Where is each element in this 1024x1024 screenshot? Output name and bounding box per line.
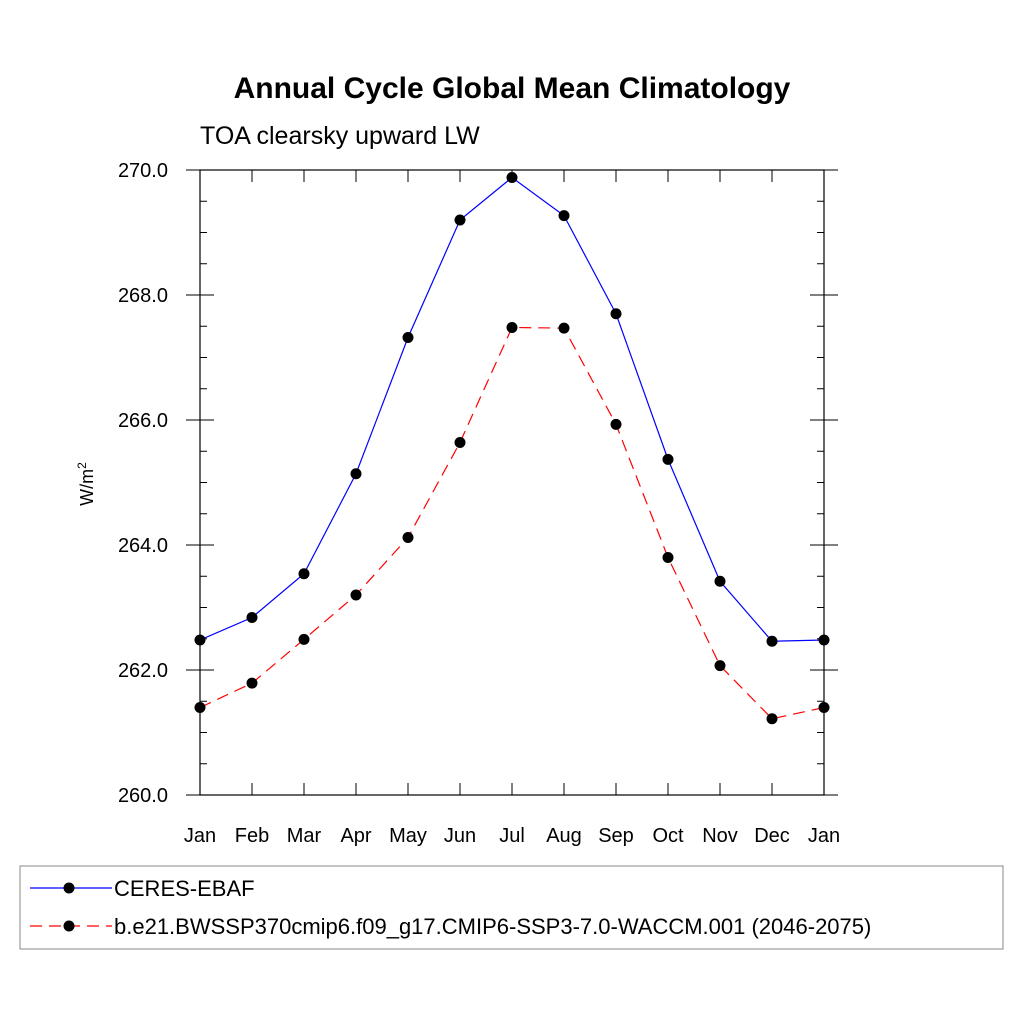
data-point <box>714 660 726 672</box>
x-tick-label: May <box>389 825 427 847</box>
y-tick-label: 260.0 <box>118 785 168 807</box>
x-tick-label: Feb <box>235 825 269 847</box>
axes-layer: Jan Feb Mar Apr May Jun Jul Aug Sep Oct Nov Dec Jan 2… <box>118 160 840 847</box>
y-tick-label: 264.0 <box>118 535 168 557</box>
series-layer <box>194 172 830 725</box>
chart-title: Annual Cycle Global Mean Climatology <box>234 72 791 105</box>
data-point <box>298 633 310 645</box>
data-point <box>662 552 674 563</box>
legend-box <box>19 865 1004 950</box>
legend-marker <box>63 920 75 932</box>
series-line <box>199 326 825 720</box>
data-point <box>402 532 414 543</box>
data-point <box>506 172 518 183</box>
x-tick-label: Oct <box>652 825 684 847</box>
y-tick-label: 268.0 <box>118 285 168 307</box>
data-point <box>766 635 778 647</box>
data-point <box>298 568 310 580</box>
data-point <box>454 437 466 448</box>
y-tick-label: 266.0 <box>118 410 168 432</box>
x-tick-label: Jun <box>444 825 476 847</box>
x-tick-label: Jan <box>184 825 216 847</box>
data-point <box>714 575 726 587</box>
series-line <box>199 176 825 642</box>
x-tick-label: Mar <box>287 825 322 847</box>
data-point <box>610 418 622 430</box>
data-point <box>402 332 414 343</box>
x-tick-label: Dec <box>754 825 790 847</box>
x-tick-label: Jul <box>499 825 525 847</box>
y-tick-label: 262.0 <box>118 660 168 682</box>
x-tick-label: Nov <box>702 825 738 847</box>
data-point <box>194 634 206 646</box>
data-point <box>246 677 258 689</box>
y-axis-label-base: W/m <box>77 469 97 506</box>
data-point <box>610 308 622 320</box>
legend-label: CERES-EBAF <box>114 876 255 901</box>
data-point <box>246 612 258 623</box>
plot-frame <box>199 169 825 796</box>
data-point <box>558 322 570 334</box>
x-tick-label: Apr <box>340 825 371 847</box>
data-point <box>766 713 778 725</box>
x-tick-label: Aug <box>546 825 582 847</box>
x-tick-label: Jan <box>808 825 840 847</box>
data-point <box>558 210 570 222</box>
data-point <box>818 634 830 646</box>
y-axis-label-superscript: 2 <box>75 462 89 469</box>
y-axis-label: W/m2 <box>75 462 97 506</box>
data-point <box>350 468 362 480</box>
y-tick-label: 270.0 <box>118 160 168 182</box>
data-point <box>194 702 206 713</box>
legend: CERES-EBAF b.e21.BWSSP370cmip6.f09_g17.CM… <box>30 876 871 939</box>
chart-subtitle: TOA clearsky upward LW <box>200 122 480 150</box>
data-point <box>818 702 830 713</box>
x-tick-label: Sep <box>598 825 634 847</box>
data-point <box>662 453 674 465</box>
data-point <box>506 322 518 333</box>
legend-marker <box>63 882 75 894</box>
data-point <box>350 589 362 601</box>
data-point <box>454 214 466 226</box>
legend-label: b.e21.BWSSP370cmip6.f09_g17.CMIP6-SSP3-7… <box>114 914 871 939</box>
